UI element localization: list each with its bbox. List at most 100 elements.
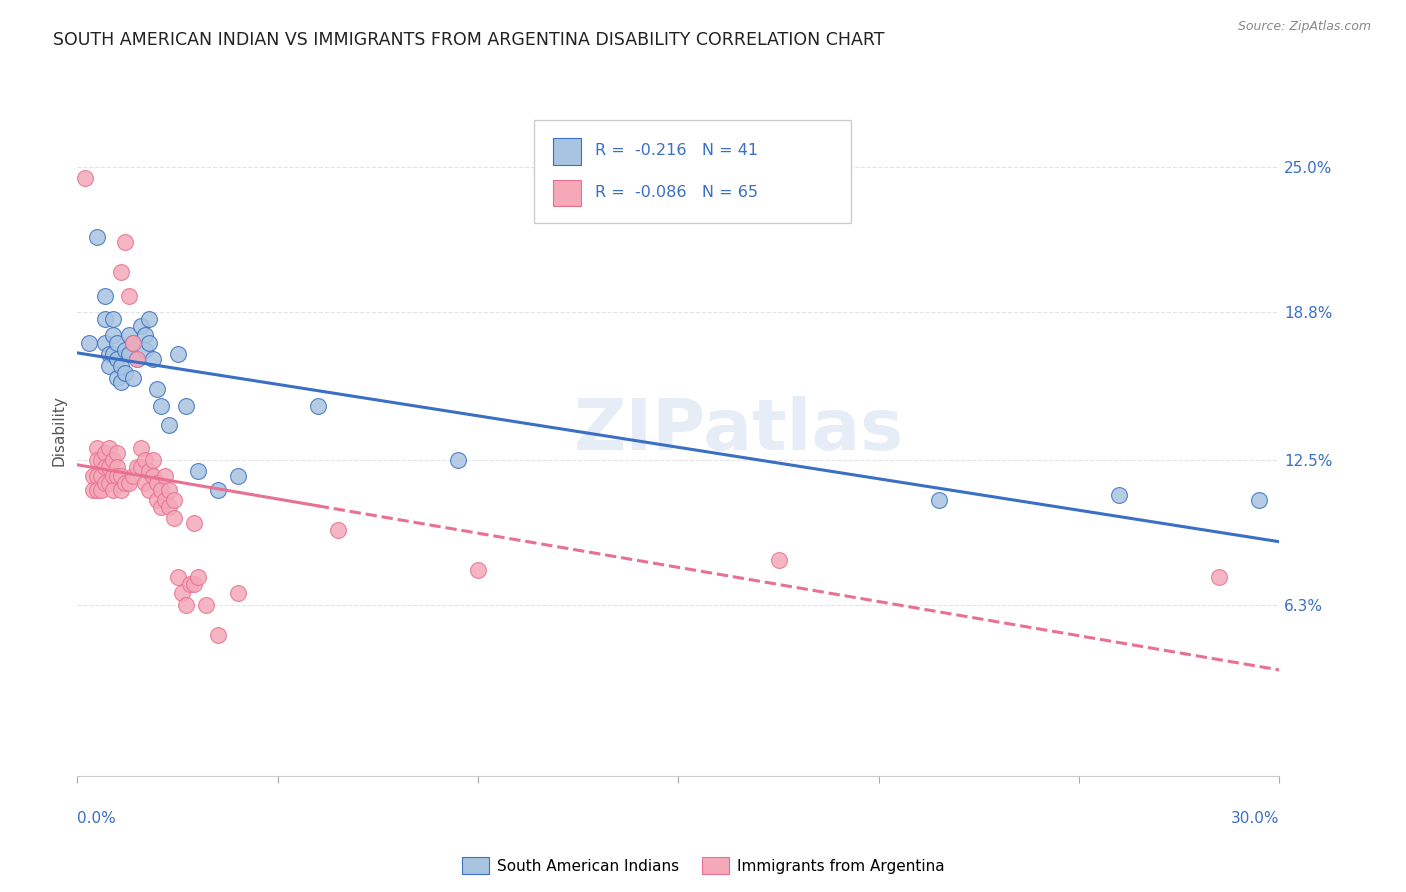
Point: [127, 459, 149, 474]
Point: [86, 483, 108, 497]
Point: [131, 459, 153, 474]
Point: [155, 492, 177, 507]
Point: [183, 577, 205, 591]
Point: [307, 399, 329, 413]
Point: [122, 370, 145, 384]
Point: [138, 483, 160, 497]
Point: [155, 469, 177, 483]
Point: [110, 483, 132, 497]
Point: [146, 476, 169, 491]
Point: [1108, 488, 1130, 502]
Point: [226, 586, 249, 600]
Text: 0.0%: 0.0%: [77, 812, 117, 826]
Text: 30.0%: 30.0%: [1232, 812, 1279, 826]
Point: [98, 359, 121, 373]
Point: [166, 347, 188, 361]
Point: [86, 469, 108, 483]
Point: [131, 319, 153, 334]
Point: [90, 452, 112, 467]
Point: [110, 376, 132, 390]
Point: [142, 351, 165, 366]
Point: [86, 452, 108, 467]
Point: [134, 328, 156, 343]
Point: [86, 230, 108, 244]
Point: [186, 570, 209, 584]
Point: [146, 492, 169, 507]
Point: [122, 335, 145, 350]
Point: [103, 328, 125, 343]
Point: [183, 516, 205, 530]
Point: [118, 288, 141, 302]
Point: [207, 483, 229, 497]
Point: [122, 469, 145, 483]
Point: [118, 328, 141, 343]
Point: [150, 483, 173, 497]
Point: [170, 586, 193, 600]
Point: [110, 359, 132, 373]
Point: [94, 335, 117, 350]
Point: [90, 469, 112, 483]
Point: [94, 445, 117, 459]
Point: [98, 347, 121, 361]
Point: [131, 441, 153, 455]
Text: R =  -0.086   N = 65: R = -0.086 N = 65: [595, 185, 758, 200]
Point: [103, 483, 125, 497]
Point: [226, 469, 249, 483]
Point: [114, 343, 136, 357]
Point: [110, 469, 132, 483]
Point: [134, 476, 156, 491]
Point: [90, 483, 112, 497]
Point: [94, 288, 117, 302]
Point: [103, 347, 125, 361]
Point: [134, 343, 156, 357]
Point: [79, 335, 101, 350]
Point: [159, 417, 181, 432]
Point: [194, 598, 217, 612]
Point: [127, 351, 149, 366]
Point: [179, 577, 201, 591]
Point: [142, 469, 165, 483]
Point: [162, 492, 184, 507]
Point: [326, 523, 349, 537]
Point: [107, 351, 129, 366]
Point: [134, 452, 156, 467]
Point: [207, 628, 229, 642]
Point: [94, 476, 117, 491]
Point: [86, 441, 108, 455]
Point: [94, 459, 117, 474]
Point: [146, 383, 169, 397]
Point: [174, 399, 197, 413]
Point: [166, 570, 188, 584]
Point: [114, 235, 136, 249]
Point: [928, 492, 950, 507]
Point: [142, 452, 165, 467]
Y-axis label: Disability: Disability: [51, 395, 66, 466]
Point: [174, 598, 197, 612]
Point: [94, 312, 117, 326]
Point: [118, 476, 141, 491]
Point: [1249, 492, 1271, 507]
Point: [138, 312, 160, 326]
Point: [150, 500, 173, 514]
Point: [103, 452, 125, 467]
Point: [114, 476, 136, 491]
Point: [110, 265, 132, 279]
Point: [162, 511, 184, 525]
Point: [138, 335, 160, 350]
Point: [138, 464, 160, 478]
Point: [150, 399, 173, 413]
Point: [127, 351, 149, 366]
Text: R =  -0.216   N = 41: R = -0.216 N = 41: [595, 143, 758, 158]
Point: [122, 335, 145, 350]
Point: [107, 445, 129, 459]
Point: [107, 335, 129, 350]
Point: [186, 464, 209, 478]
Point: [82, 469, 104, 483]
Point: [447, 452, 470, 467]
Point: [467, 563, 489, 577]
Point: [118, 347, 141, 361]
Point: [107, 459, 129, 474]
Point: [98, 476, 121, 491]
Text: ZIPatlas: ZIPatlas: [574, 396, 904, 465]
Legend: South American Indians, Immigrants from Argentina: South American Indians, Immigrants from …: [456, 851, 950, 880]
